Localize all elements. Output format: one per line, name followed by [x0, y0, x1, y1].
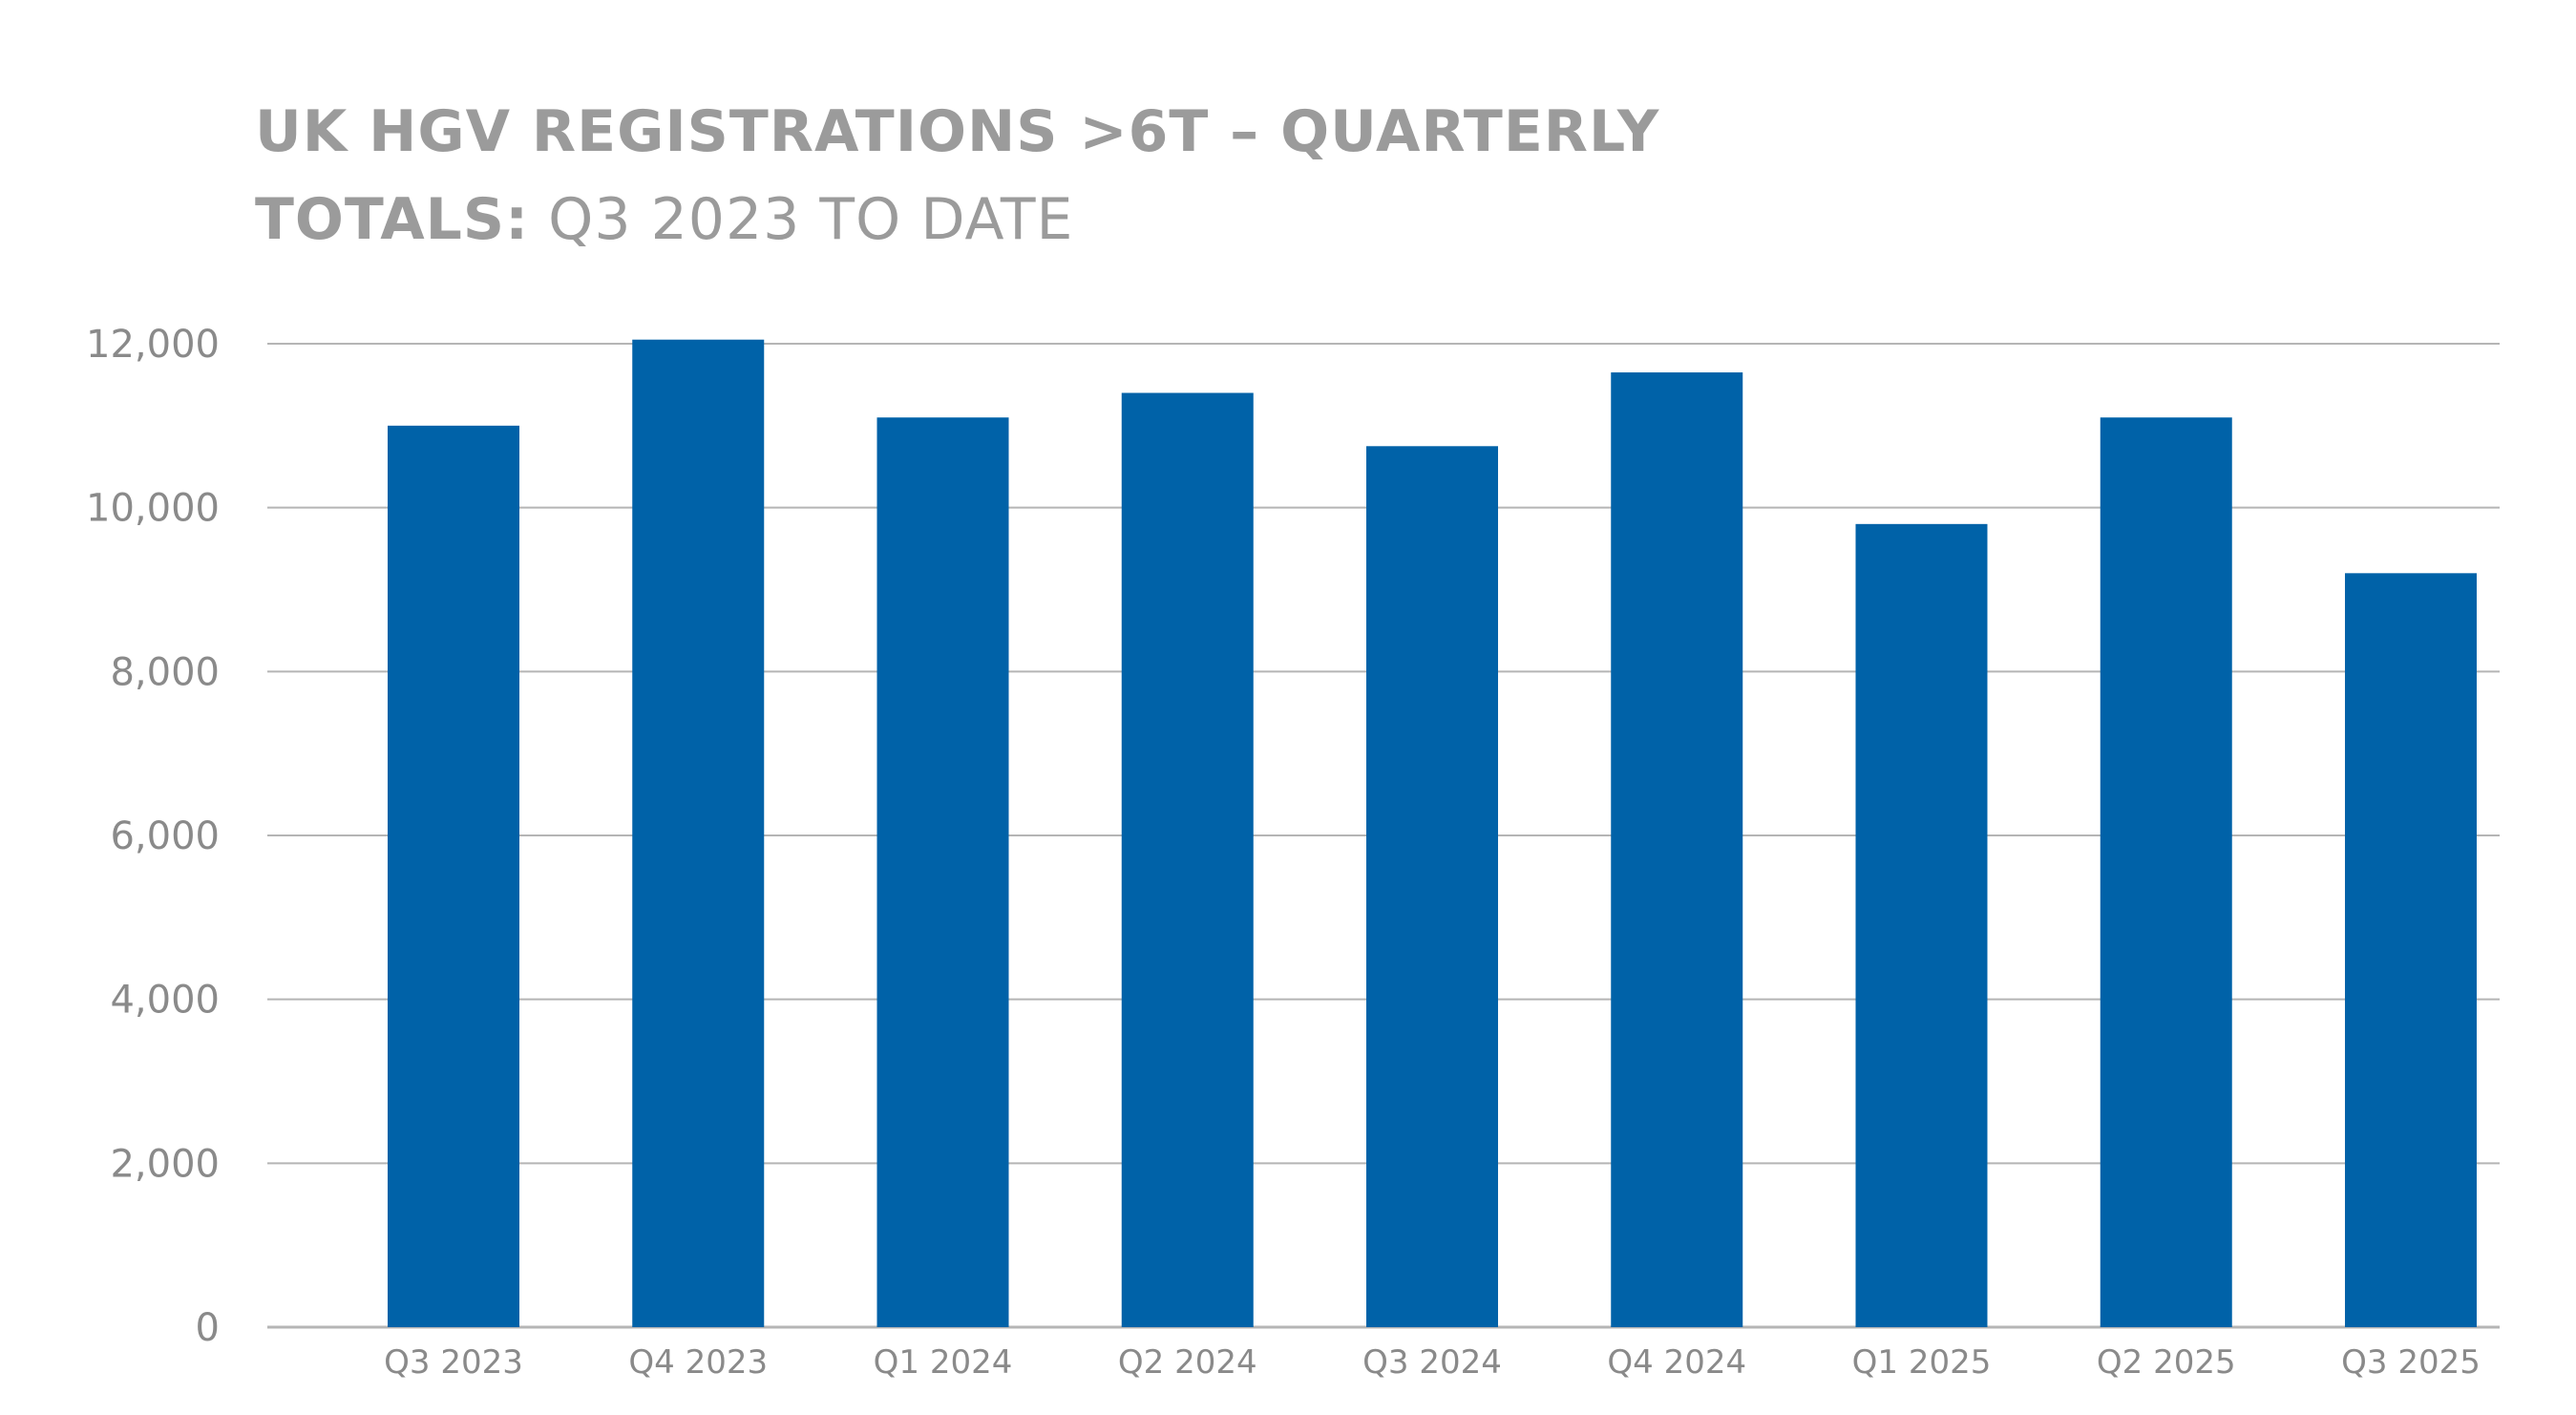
bar-q1-2024 [876, 417, 1009, 1327]
y-tick-label: 10,000 [86, 487, 220, 531]
x-tick-label: Q2 2024 [1118, 1343, 1257, 1382]
chart-title-line1: UK HGV REGISTRATIONS >6T – QUARTERLY [255, 98, 1660, 165]
x-tick-label: Q1 2024 [874, 1343, 1013, 1382]
x-tick-label: Q1 2025 [1852, 1343, 1992, 1382]
y-tick-label: 8,000 [110, 650, 220, 694]
chart-title-line2: TOTALS: Q3 2023 TO DATE [255, 176, 2355, 264]
bars [388, 339, 2477, 1328]
bar-q3-2024 [1366, 446, 1498, 1328]
bar-q2-2024 [1121, 392, 1254, 1327]
y-tick-label: 4,000 [110, 979, 220, 1023]
axes: 0 2,000 4,000 6,000 8,000 10,000 12,000 Q3 2023… [86, 323, 2481, 1382]
y-tick-label: 0 [196, 1306, 220, 1350]
chart-title-line2-bold: TOTALS: [255, 186, 530, 253]
chart-title: UK HGV REGISTRATIONS >6T – QUARTERLY TOT… [255, 88, 2355, 264]
x-tick-label: Q3 2023 [384, 1343, 523, 1382]
bar-q2-2025 [2100, 417, 2232, 1327]
y-tick-label: 2,000 [110, 1142, 220, 1186]
bar-q4-2024 [1611, 372, 1743, 1328]
x-tick-label: Q3 2024 [1362, 1343, 1502, 1382]
y-tick-label: 6,000 [110, 814, 220, 858]
chart-title-line2-light: Q3 2023 TO DATE [529, 186, 1074, 253]
bar-q3-2025 [2345, 573, 2477, 1327]
x-tick-label: Q2 2025 [2097, 1343, 2236, 1382]
x-tick-label: Q4 2024 [1607, 1343, 1746, 1382]
bar-q1-2025 [1855, 523, 1988, 1327]
y-tick-label: 12,000 [86, 323, 220, 367]
bar-q4-2023 [632, 339, 765, 1327]
bar-q3-2023 [388, 425, 519, 1327]
x-tick-label: Q4 2023 [628, 1343, 768, 1382]
x-tick-label: Q3 2025 [2341, 1343, 2481, 1382]
